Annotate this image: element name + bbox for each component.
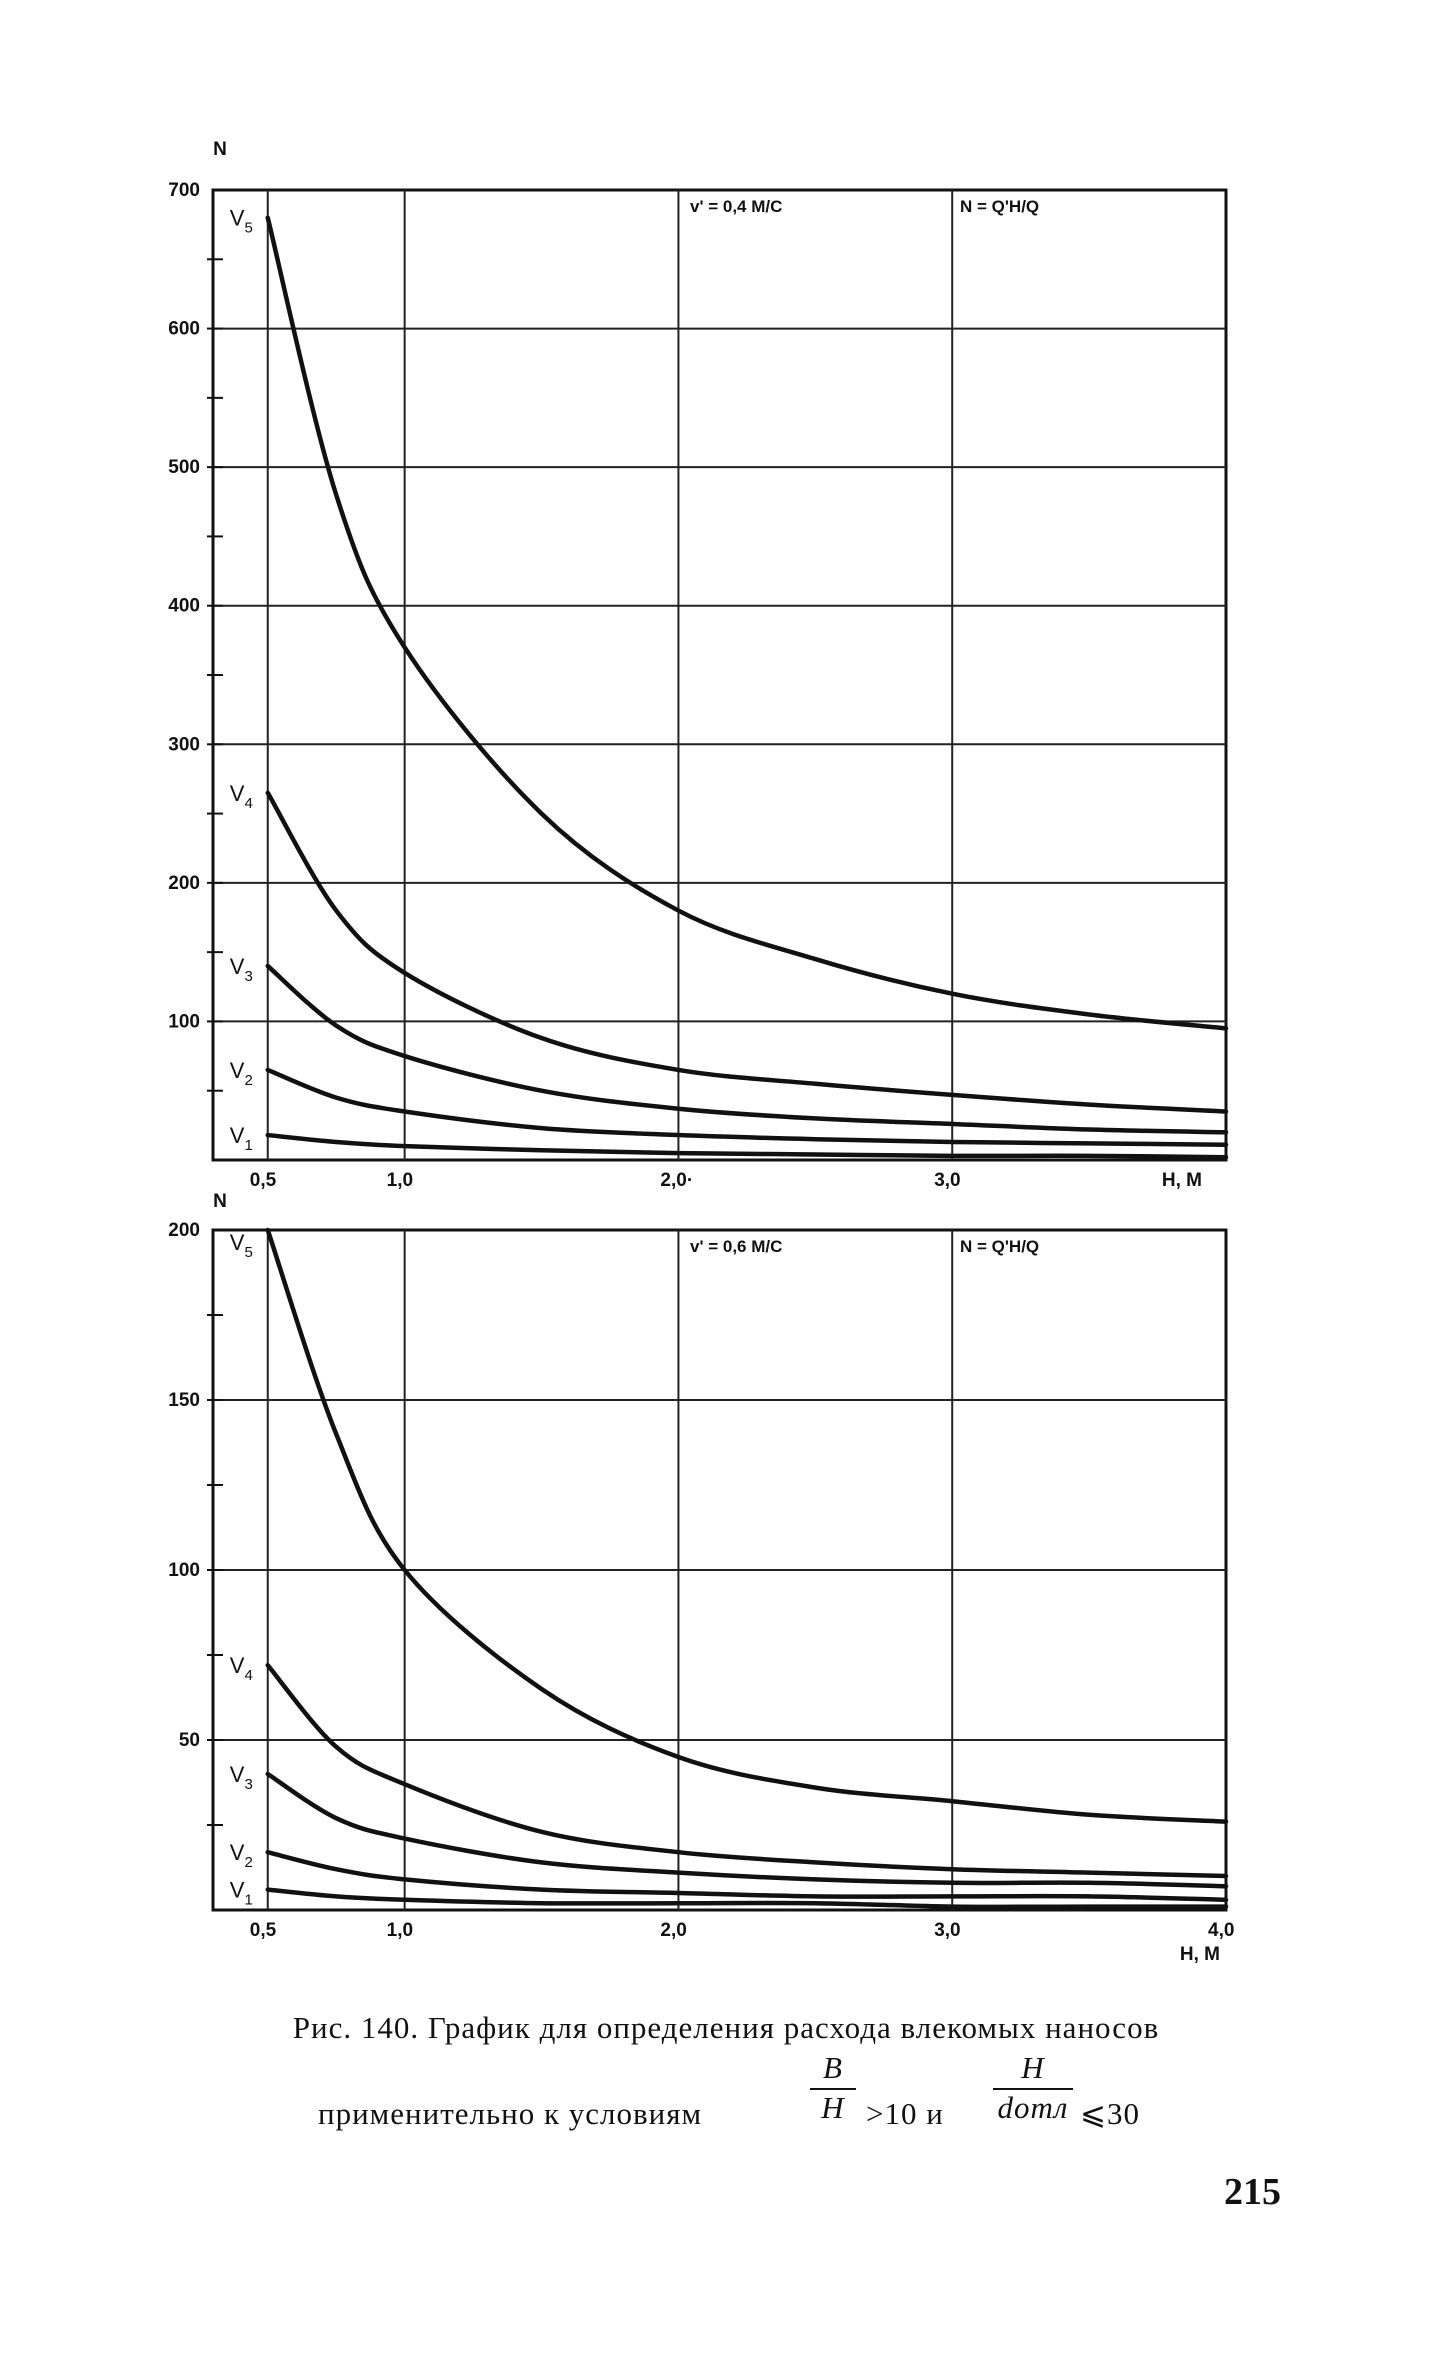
x-tick-label: 0,5 [250, 1920, 277, 1941]
x-tick-label: 3,0 [934, 1920, 960, 1941]
x-tick-label: 3,0 [934, 1170, 960, 1191]
series-line-v3 [265, 963, 1229, 1135]
chart-annotation: N = Q'Н/Q [960, 197, 1039, 216]
series-line-v3 [265, 1771, 1229, 1889]
x-tick-label: 0,5 [250, 1170, 277, 1191]
x-axis-label: H, M [1162, 1170, 1202, 1191]
chart-panel-1: 700 600 500 400 300 200 100 0,5 1,0 2,0· 3,0 H, M Nv… [168, 139, 1229, 1191]
fraction-denominator: dотл [997, 2090, 1069, 2125]
series-line-v2 [265, 1849, 1229, 1903]
y-tick-label: 100 [168, 1560, 200, 1581]
series-label: V4 [230, 781, 253, 812]
caption-condition-text: применительно к условиям [318, 2096, 703, 2131]
y-tick-label: 150 [168, 1390, 200, 1411]
series-line-v5 [265, 1227, 1229, 1824]
series-label: V5 [230, 206, 253, 237]
series-line-v4 [265, 790, 1229, 1114]
figure-caption-line2: применительно к условиям B H >10 и H dот… [318, 2050, 1218, 2160]
y-tick-label: 500 [168, 457, 200, 478]
y-tick-label: 300 [168, 734, 200, 755]
fraction-numerator: H [1021, 2050, 1045, 2085]
caption-relation-2: ⩽30 [1080, 2096, 1140, 2131]
fraction-numerator: B [823, 2050, 843, 2085]
y-tick-label: 400 [168, 596, 200, 617]
series-label: V1 [230, 1878, 253, 1909]
series-label: V1 [230, 1123, 253, 1154]
x-tick-label: 2,0 [660, 1920, 686, 1941]
fraction-b-over-h: B H [810, 2050, 856, 2126]
x-tick-label: 1,0 [387, 1170, 413, 1191]
fraction-denominator: H [821, 2090, 845, 2125]
series-label: V5 [230, 1230, 253, 1261]
chart-annotation: N = Q'Н/Q [960, 1237, 1039, 1256]
series-label: V2 [230, 1058, 253, 1089]
y-axis-label: N [213, 1191, 227, 1212]
x-tick-label: 2,0· [660, 1170, 693, 1191]
series-label: V4 [230, 1653, 253, 1684]
caption-relation-1: >10 и [866, 2096, 944, 2131]
x-tick-label: 1,0 [387, 1920, 413, 1941]
y-tick-label: 200 [168, 1220, 200, 1241]
page-number: 215 [1224, 2171, 1281, 2213]
figure-caption-line1: Рис. 140. График для определения расхода… [292, 2010, 1160, 2045]
chart-annotation: v' = 0,6 M/C [690, 1237, 782, 1256]
series-line-v5 [265, 215, 1229, 1031]
chart-panel-2: 200 150 100 50 0,5 1,0 2,0 3,0 4,0 H, M Nv' = 0,6 … [168, 1191, 1234, 1965]
series-line-v1 [265, 1887, 1229, 1910]
fraction-h-over-d: H dотл [993, 2050, 1073, 2126]
y-tick-label: 200 [168, 873, 200, 894]
x-axis-label: H, M [1180, 1944, 1220, 1965]
chart-annotation: v' = 0,4 M/C [690, 197, 782, 216]
series-line-v2 [265, 1067, 1229, 1148]
series-line-v1 [265, 1132, 1229, 1160]
y-tick-label: 50 [179, 1730, 200, 1751]
series-label: V3 [230, 954, 253, 985]
series-label: V3 [230, 1762, 253, 1793]
x-tick-label: 4,0 [1208, 1920, 1234, 1941]
fraction-bar [810, 2088, 856, 2090]
y-axis-label: N [213, 139, 227, 160]
y-tick-label: 700 [168, 180, 200, 201]
y-tick-label: 100 [168, 1011, 200, 1032]
series-line-v4 [265, 1662, 1229, 1879]
fraction-bar [993, 2088, 1073, 2090]
y-tick-label: 600 [168, 319, 200, 340]
series-label: V2 [230, 1840, 253, 1871]
